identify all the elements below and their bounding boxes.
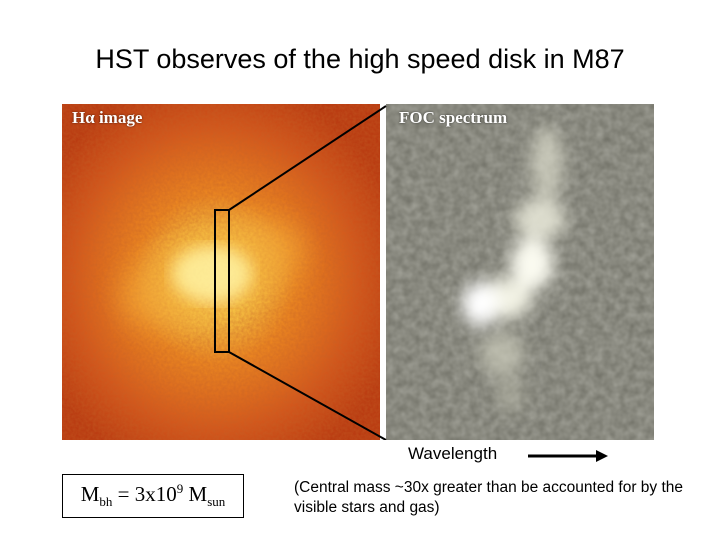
foc-spectrum-image: [386, 104, 654, 440]
projection-line-bottom: [228, 351, 387, 441]
wavelength-arrow-icon: [528, 450, 608, 462]
wavelength-label: Wavelength: [408, 444, 498, 463]
projection-line-top: [228, 105, 387, 211]
halpha-image: [62, 104, 380, 440]
hst-figure: Hα image FOC spectrum: [62, 104, 654, 441]
foc-spectrum-label: FOC spectrum: [399, 108, 508, 127]
mass-formula: Mbh = 3x109 Msun: [80, 481, 226, 510]
black-hole-mass-box: Mbh = 3x109 Msun: [62, 474, 244, 518]
central-mass-note: (Central mass ~30x greater than be accou…: [294, 479, 684, 516]
halpha-label: Hα image: [72, 108, 143, 127]
figure-image: [62, 104, 654, 441]
slit-overlay: [214, 105, 387, 441]
slit-rectangle: [214, 209, 230, 353]
slide-title: HST observes of the high speed disk in M…: [95, 44, 625, 74]
